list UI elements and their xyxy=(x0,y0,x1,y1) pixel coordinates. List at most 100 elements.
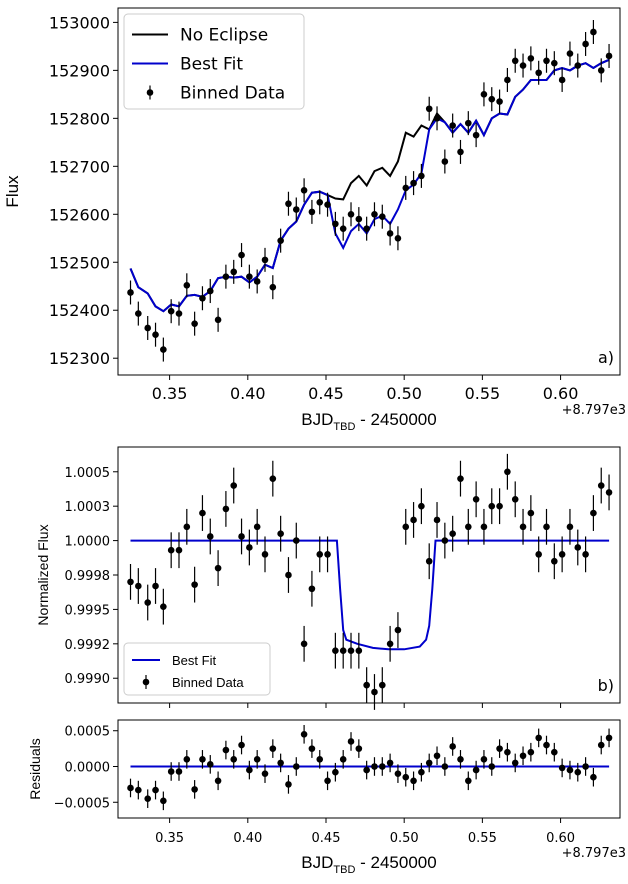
data-point xyxy=(590,509,597,517)
legend-label: No Eclipse xyxy=(180,26,268,46)
data-point xyxy=(238,533,245,540)
y-tick-label: 152600 xyxy=(49,205,110,224)
legend-label: Binned Data xyxy=(180,84,285,104)
data-point xyxy=(394,626,402,634)
data-point xyxy=(410,179,417,187)
data-point xyxy=(152,331,159,339)
data-point xyxy=(386,759,394,767)
data-point xyxy=(605,489,613,496)
data-point xyxy=(457,475,464,482)
data-point xyxy=(394,770,402,777)
data-point xyxy=(332,220,339,228)
data-point xyxy=(363,225,370,232)
data-point xyxy=(511,496,519,503)
data-point xyxy=(347,210,355,218)
y-tick-label: 153000 xyxy=(49,13,110,32)
legend-marker xyxy=(146,89,154,96)
data-point xyxy=(261,770,269,777)
data-point xyxy=(222,746,230,754)
legend-box xyxy=(123,13,305,110)
plot-frame xyxy=(117,7,621,376)
data-point xyxy=(371,763,378,770)
data-point xyxy=(277,530,284,538)
data-point xyxy=(152,582,159,590)
x-axis-label: BJDTBD - 2450000 xyxy=(301,853,436,876)
data-point xyxy=(378,681,386,689)
y-tick-label: 1.0003 xyxy=(65,500,111,515)
data-point xyxy=(371,210,378,218)
data-point xyxy=(308,585,316,593)
y-tick-label: −0.0005 xyxy=(54,796,110,811)
data-point xyxy=(316,551,324,558)
data-point xyxy=(191,581,198,588)
x-tick-label: 0.60 xyxy=(543,384,579,403)
data-point xyxy=(167,546,175,554)
data-point xyxy=(511,57,519,65)
data-point xyxy=(558,764,566,772)
y-tick-label: 0.9990 xyxy=(65,672,111,687)
data-point xyxy=(175,546,183,554)
data-point xyxy=(551,59,558,67)
data-point xyxy=(277,237,284,244)
data-point xyxy=(425,105,433,113)
data-point xyxy=(551,748,558,756)
x-tick-label: 0.40 xyxy=(230,384,266,403)
panel-label: b) xyxy=(598,676,614,695)
data-point xyxy=(261,256,269,264)
data-point xyxy=(441,537,449,544)
data-point xyxy=(449,122,456,129)
data-point xyxy=(246,273,253,280)
y-tick-label: 1.0000 xyxy=(65,535,111,550)
data-point xyxy=(543,57,550,65)
x-offset-text: +8.797e3 xyxy=(562,846,626,861)
data-point xyxy=(144,795,152,802)
y-tick-label: 0.9992 xyxy=(65,638,111,653)
data-point xyxy=(277,759,284,767)
data-point xyxy=(292,763,300,770)
data-point xyxy=(535,734,542,742)
x-axis-label-tail: - 2450000 xyxy=(355,853,436,872)
data-point xyxy=(316,756,324,763)
data-point xyxy=(504,468,511,476)
data-point xyxy=(558,551,566,558)
data-point xyxy=(543,741,550,749)
data-point xyxy=(183,756,191,763)
data-point xyxy=(449,743,456,750)
data-point xyxy=(402,523,410,531)
data-point xyxy=(127,289,134,296)
data-point xyxy=(378,763,386,770)
y-tick-label: 152900 xyxy=(49,61,110,80)
x-tick-label: 0.45 xyxy=(308,384,344,403)
data-point xyxy=(386,230,394,237)
legend-label: Binned Data xyxy=(172,675,244,690)
data-point xyxy=(300,731,308,738)
data-point xyxy=(519,752,527,760)
data-point xyxy=(238,251,245,259)
x-tick-label: 0.60 xyxy=(546,831,575,846)
data-point xyxy=(465,777,472,785)
y-tick-label: 1.0005 xyxy=(65,466,111,481)
data-point xyxy=(332,768,339,776)
x-tick-label: 0.35 xyxy=(152,384,188,403)
data-point xyxy=(465,523,472,531)
data-point xyxy=(292,206,300,213)
y-tick-label: 0.9995 xyxy=(65,603,111,618)
data-point xyxy=(519,62,527,69)
data-point xyxy=(433,752,441,760)
legend: Best Fit Binned Data xyxy=(123,642,271,696)
data-point xyxy=(292,537,300,544)
data-point xyxy=(308,745,316,752)
data-point xyxy=(363,681,370,689)
data-point xyxy=(199,294,206,302)
data-point xyxy=(339,647,347,654)
data-point xyxy=(167,307,175,315)
data-point xyxy=(402,184,410,192)
y-tick-label: 0.0005 xyxy=(65,725,111,740)
series-binned-data xyxy=(127,19,613,362)
data-point xyxy=(566,766,574,774)
panel-b: 0.9990 0.9992 0.9995 0.9998 1.0000 1.0003 1.00… xyxy=(35,446,621,710)
data-point xyxy=(355,745,363,752)
data-point xyxy=(433,115,441,122)
data-point xyxy=(488,763,496,770)
data-point xyxy=(160,797,167,805)
